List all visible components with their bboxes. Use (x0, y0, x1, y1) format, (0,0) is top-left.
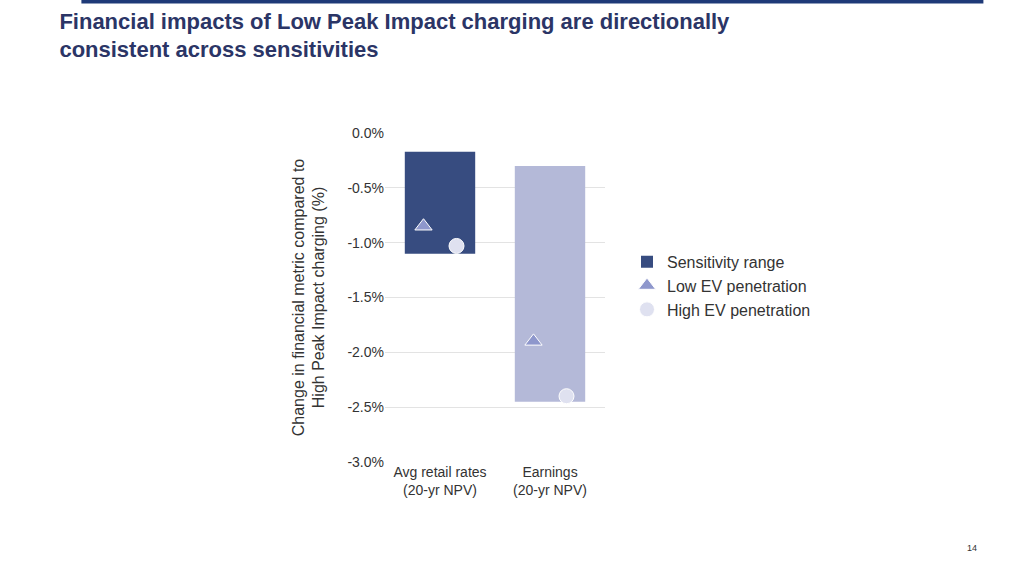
svg-text:0.0%: 0.0% (352, 125, 384, 141)
svg-text:Low EV penetration: Low EV penetration (667, 278, 807, 295)
svg-text:-1.5%: -1.5% (347, 289, 384, 305)
svg-text:-0.5%: -0.5% (347, 180, 384, 196)
svg-text:Financial impacts of Low Peak: Financial impacts of Low Peak Impact cha… (59, 9, 730, 63)
svg-text:Change in financial metric com: Change in financial metric compared toHi… (290, 159, 328, 437)
svg-text:Sensitivity range: Sensitivity range (667, 254, 784, 271)
svg-text:-1.0%: -1.0% (347, 235, 384, 251)
svg-text:-2.5%: -2.5% (347, 399, 384, 415)
svg-text:14: 14 (967, 543, 977, 553)
svg-text:Avg retail rates(20-yr NPV): Avg retail rates(20-yr NPV) (393, 464, 486, 498)
svg-text:-3.0%: -3.0% (347, 454, 384, 470)
svg-text:High EV penetration: High EV penetration (667, 302, 810, 319)
svg-text:-2.0%: -2.0% (347, 344, 384, 360)
svg-text:Earnings(20-yr NPV): Earnings(20-yr NPV) (513, 464, 587, 498)
